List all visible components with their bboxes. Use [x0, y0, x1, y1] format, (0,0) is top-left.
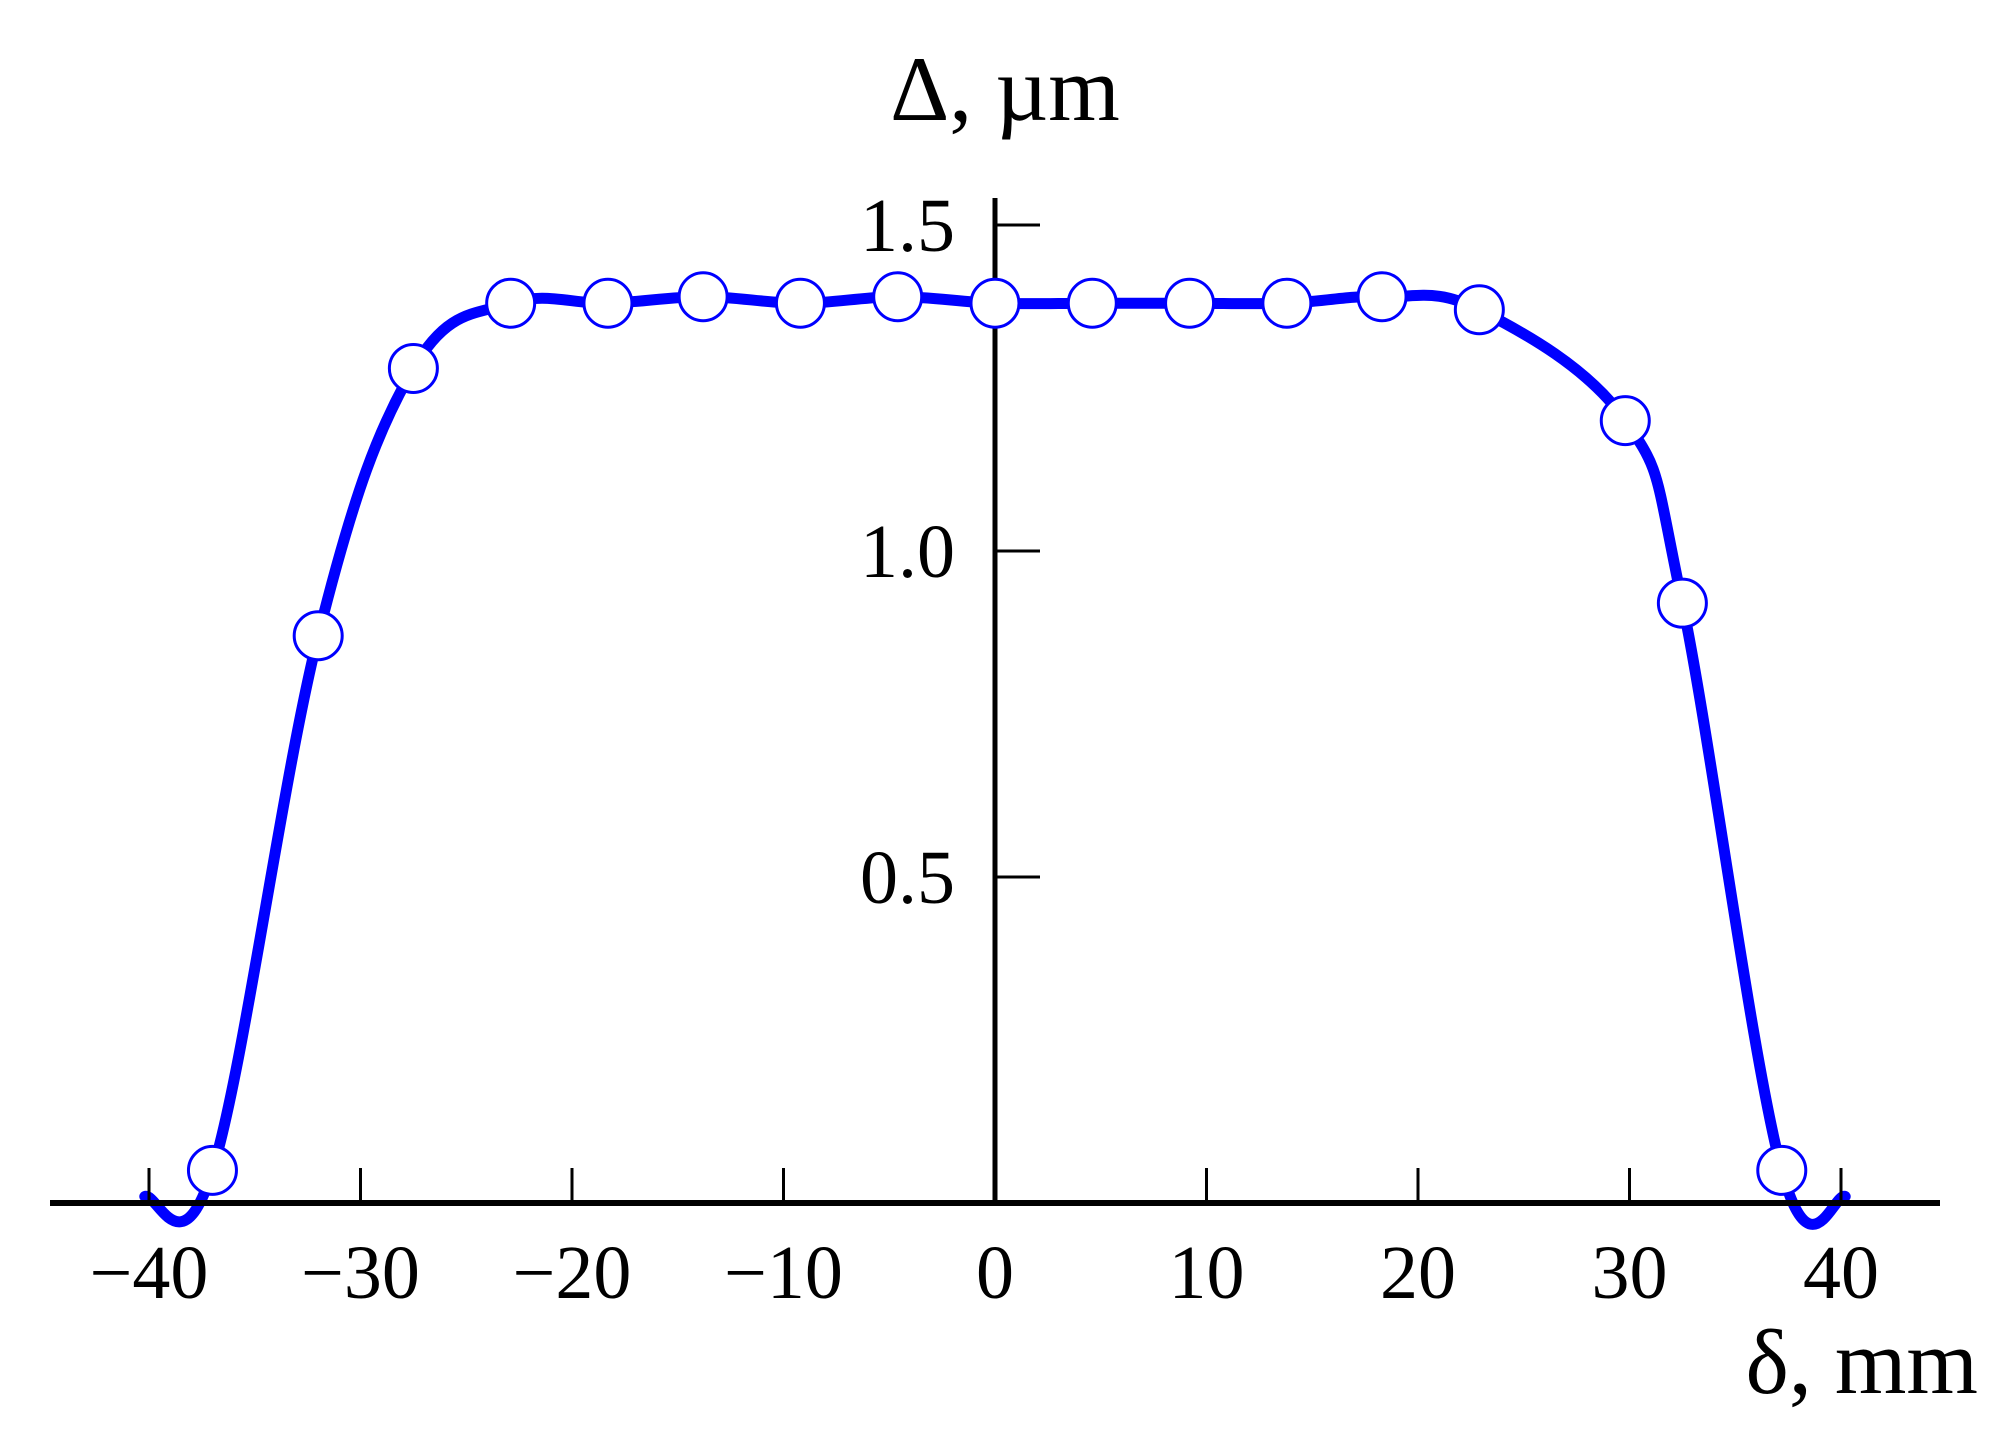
y-axis-label: Δ, µm [890, 38, 1120, 140]
data-point-marker [1164, 277, 1216, 329]
data-point-marker [872, 271, 924, 323]
data-point-marker [677, 271, 729, 323]
data-points-group [186, 271, 1808, 1196]
x-axis-label: δ, mm [1746, 1311, 1978, 1413]
x-tick-label: 10 [1169, 1231, 1245, 1315]
data-point-marker [1756, 1144, 1808, 1196]
x-tick-label: 0 [976, 1231, 1014, 1315]
ticks-group: −40 −30 −20 −10 0 10 20 30 40 0.5 1.0 1.5 [90, 184, 1879, 1315]
x-tick-label: −40 [90, 1231, 209, 1315]
data-point-marker [387, 342, 439, 394]
x-tick-label: −10 [724, 1231, 843, 1315]
data-point-marker [1656, 577, 1708, 629]
y-tick-label: 1.0 [860, 510, 955, 594]
data-point-marker [1599, 395, 1651, 447]
x-tick-label: 40 [1803, 1231, 1879, 1315]
data-point-marker [292, 610, 344, 662]
y-tick-label: 1.5 [860, 184, 955, 268]
y-tick-label: 0.5 [860, 836, 955, 920]
x-tick-label: −30 [301, 1231, 420, 1315]
data-point-marker [1453, 284, 1505, 336]
data-point-marker [1066, 277, 1118, 329]
data-point-marker [1261, 277, 1313, 329]
axes-group [50, 198, 1940, 1206]
x-tick-label: −20 [513, 1231, 632, 1315]
data-point-marker [1356, 271, 1408, 323]
data-point-marker [774, 277, 826, 329]
data-point-marker [969, 277, 1021, 329]
x-tick-label: 30 [1592, 1231, 1668, 1315]
x-tick-label: 20 [1380, 1231, 1456, 1315]
data-point-marker [485, 277, 537, 329]
data-point-marker [582, 277, 634, 329]
data-point-marker [186, 1144, 238, 1196]
